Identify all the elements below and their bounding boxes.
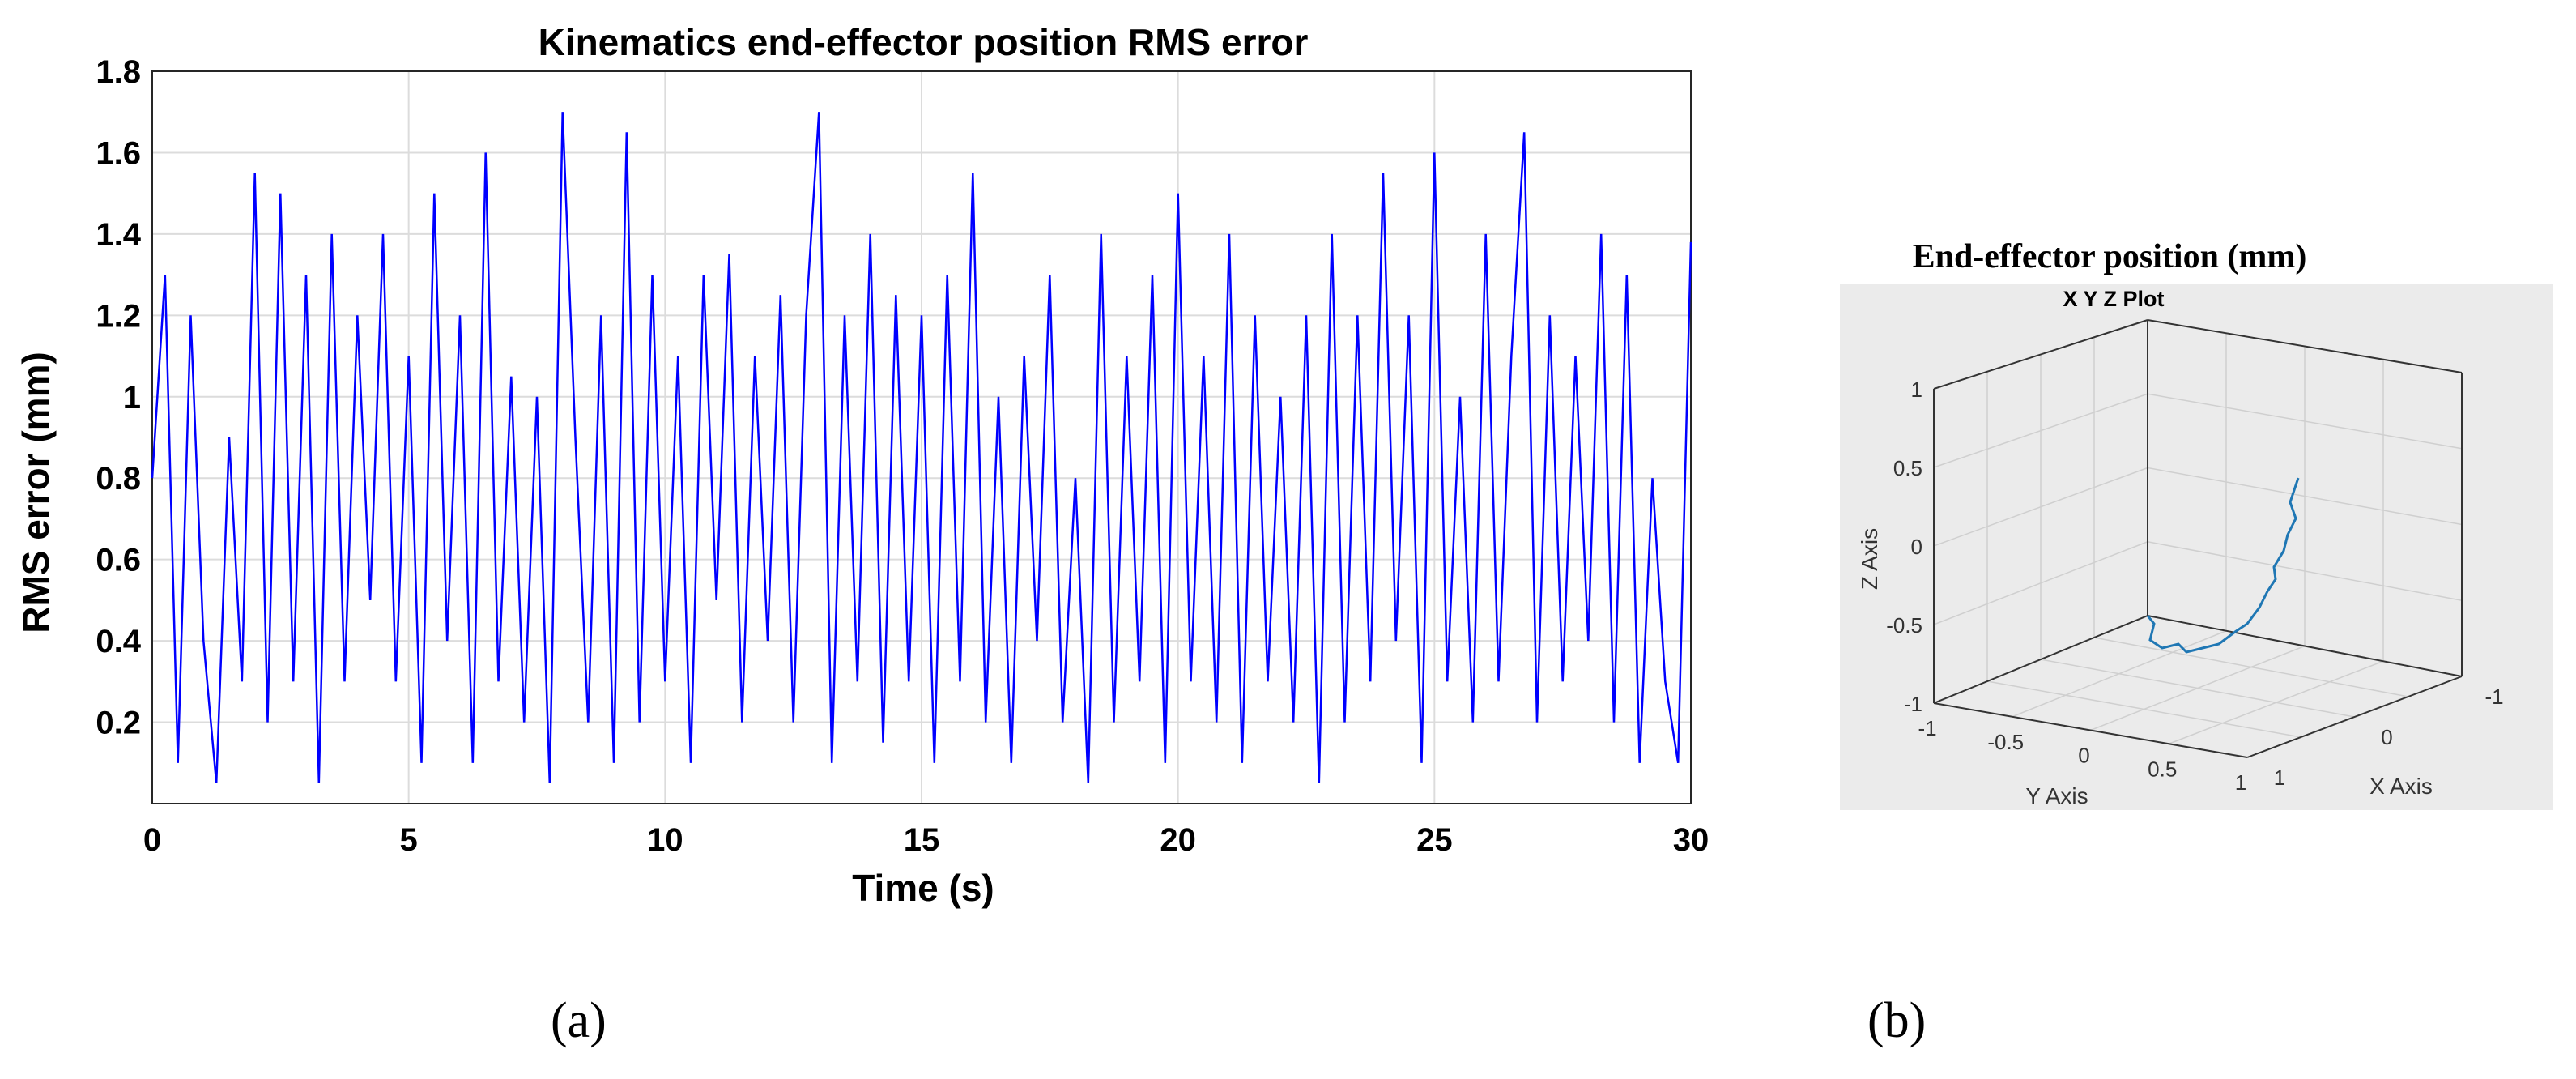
chart-b-ytick-label: 1: [2235, 770, 2246, 795]
panel-label-a: (a): [551, 993, 607, 1048]
chart-b-axis-edge: [2147, 615, 2463, 677]
chart-b-ztick-label: -1: [1904, 692, 1922, 716]
chart-b-axes-box: [1933, 319, 2463, 758]
chart-a-ytick-label: 1.4: [96, 217, 141, 253]
chart-a-xtick-label: 20: [1160, 822, 1196, 858]
chart-a-ticks: 0 5 10 15 20 25 30 0.2 0.4 0.6 0.8 1 1.2 1.4 1.6 1.8: [96, 54, 1709, 858]
chart-a-ylabel: RMS error (mm): [15, 352, 57, 633]
chart-b-axis-edge: [1933, 702, 2248, 758]
chart-b-ytick-label: 0.5: [2148, 757, 2177, 781]
panel-label-b: (b): [1867, 993, 1927, 1048]
chart-b-axis-edge: [2147, 319, 2463, 373]
chart-b-grid: [2147, 541, 2463, 601]
chart-b-axis-edge: [1933, 615, 2148, 704]
chart-b-title: X Y Z Plot: [2063, 287, 2164, 311]
chart-a-ytick-label: 0.4: [96, 624, 141, 659]
chart-b-zlabel: Z Axis: [1857, 528, 1882, 590]
chart-a-ytick-label: 1.6: [96, 135, 141, 171]
chart-a-xtick-label: 0: [143, 822, 161, 858]
chart-a-xtick-label: 10: [647, 822, 683, 858]
chart-b-ytick-label: 0: [2078, 744, 2089, 768]
chart-b-ztick-label: 1: [1911, 377, 1922, 402]
chart-b-ztick-label: 0: [1911, 535, 1922, 559]
chart-a-xtick-label: 25: [1416, 822, 1453, 858]
chart-a-xtick-label: 30: [1673, 822, 1710, 858]
chart-b-axis-edge: [1933, 319, 2148, 390]
chart-a-grid: [151, 70, 1692, 804]
chart-b-xtick-label: 1: [2274, 766, 2285, 790]
chart-a-ytick-label: 1.2: [96, 298, 141, 334]
chart-b-background: [1840, 284, 2553, 810]
chart-a-plot-frame: [151, 70, 1692, 804]
chart-a-xtick-label: 5: [400, 822, 418, 858]
chart-b-ztick-label: 0.5: [1893, 456, 1922, 480]
chart-a-title: Kinematics end-effector position RMS err…: [539, 21, 1309, 63]
chart-b-outer-title: End-effector position (mm): [1913, 238, 2307, 275]
chart-b-xlabel: X Axis: [2369, 774, 2433, 799]
chart-b-grid: [2090, 645, 2306, 731]
chart-a-xlabel: Time (s): [852, 867, 994, 909]
chart-b-ztick-label: -0.5: [1886, 613, 1922, 638]
chart-b-ticks: -1 -0.5 0 0.5 1 -1 -0.5 0 0.5 1 1 0 -1: [1886, 377, 2503, 795]
chart-a-ytick-label: 1: [123, 380, 141, 416]
chart-a-ytick-label: 0.8: [96, 461, 141, 497]
chart-a-axes: [151, 70, 1692, 804]
chart-b-grid: [1933, 541, 2148, 625]
chart-a-xtick-label: 15: [904, 822, 940, 858]
chart-b-xtick-label: 0: [2381, 725, 2392, 749]
chart-b-grid: [2093, 637, 2408, 697]
chart-b-axis-edge: [2246, 676, 2463, 758]
chart-b-ytick-label: -1: [1918, 716, 1936, 740]
chart-a-series-line: [151, 112, 1692, 784]
chart-b-ytick-label: -0.5: [1987, 730, 2024, 754]
chart-a-ytick-label: 0.2: [96, 706, 141, 741]
chart-b-grid: [2168, 660, 2384, 744]
chart-b-trajectory-line: [2146, 477, 2300, 654]
chart-a-ytick-label: 0.6: [96, 543, 141, 578]
chart-b-ylabel: Y Axis: [2025, 783, 2088, 808]
chart-a-ytick-label: 1.8: [96, 54, 141, 90]
rms-error-chart: Kinematics end-effector position RMS err…: [15, 21, 1709, 909]
chart-b-xtick-label: -1: [2484, 685, 2503, 709]
